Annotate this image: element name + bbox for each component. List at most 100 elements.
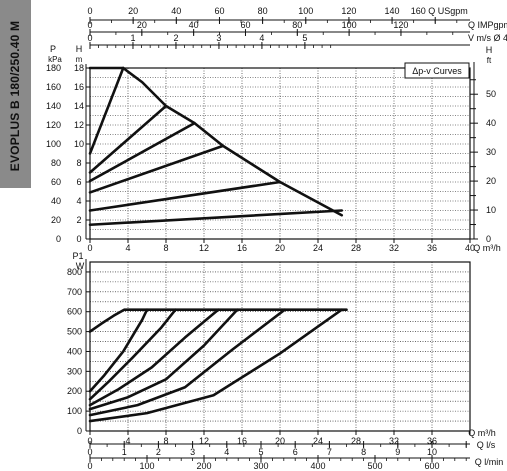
vel-tick-label: 5: [302, 33, 307, 43]
x-axis-title: Q m³/h: [473, 243, 501, 253]
x-tick-label: 16: [237, 243, 247, 253]
y-tick-label-kpa: 60: [51, 177, 61, 187]
q-m3h-tick-label: 32: [389, 436, 399, 446]
legend-box: [404, 62, 470, 79]
usgpm-tick-label: 20: [128, 6, 138, 16]
usgpm-tick-label: 60: [214, 6, 224, 16]
y-tick-label-m: 16: [74, 82, 84, 92]
q-lmin-tick-label: 200: [196, 461, 211, 471]
right-tick-label: 0: [486, 234, 491, 244]
y-tick-label-kpa: 100: [46, 139, 61, 149]
p1-tick-label: 800: [67, 267, 82, 277]
y-tick-label-kpa: 0: [56, 234, 61, 244]
p1-tick-label: 300: [67, 366, 82, 376]
y-tick-label-kpa: 120: [46, 120, 61, 130]
x-tick-label: 36: [427, 243, 437, 253]
y-tick-label-kpa: 80: [51, 158, 61, 168]
imp-axis-title: Q IMPgpm: [468, 20, 507, 30]
p1-tick-label: 400: [67, 346, 82, 356]
y-tick-label-m: 0: [76, 234, 81, 244]
x-tick-label: 32: [389, 243, 399, 253]
q-ls-tick-label: 0: [87, 447, 92, 457]
q-lmin-tick-label: 600: [424, 461, 439, 471]
power-curve: [88, 308, 220, 407]
p1-tick-label: 600: [67, 307, 82, 317]
x-tick-label: 40: [465, 243, 475, 253]
q-lmin-title: Q l/min: [475, 457, 504, 467]
vel-tick-label: 0: [87, 33, 92, 43]
y-tick-label-kpa: 20: [51, 215, 61, 225]
legend-label: Δp-v Curves: [412, 66, 462, 76]
x-tick-label: 28: [351, 243, 361, 253]
right-tick-label: 20: [486, 176, 496, 186]
y-tick-label-m: 12: [74, 120, 84, 130]
q-m3h-tick-label: 16: [237, 436, 247, 446]
usgpm-tick-label: 140: [385, 6, 400, 16]
usgpm-tick-label: 40: [171, 6, 181, 16]
y-tick-label-kpa: 40: [51, 196, 61, 206]
right-tick-label: 50: [486, 89, 496, 99]
usgpm-axis-title: 160 Q USgpm: [411, 6, 468, 16]
imp-tick-label: 100: [342, 20, 357, 30]
q-m3h-tick-label: 8: [163, 436, 168, 446]
q-lmin-tick-label: 0: [87, 461, 92, 471]
usgpm-tick-label: 0: [87, 6, 92, 16]
imp-tick-label: 40: [189, 20, 199, 30]
y-label-h: H: [76, 44, 83, 54]
imp-tick-label: 0: [87, 20, 92, 30]
p1-tick-label: 700: [67, 287, 82, 297]
q-m3h-tick-label: 4: [125, 436, 130, 446]
x-tick-label: 8: [163, 243, 168, 253]
y-tick-label-m: 4: [76, 196, 81, 206]
q-ls-title: Q l/s: [477, 440, 496, 450]
vel-tick-label: 3: [216, 33, 221, 43]
y-label-h-right: H: [486, 45, 493, 55]
p1-tick-label: 500: [67, 327, 82, 337]
y-label-kpa: kPa: [48, 55, 62, 64]
head-curve: [88, 144, 225, 194]
head-curve: [88, 209, 344, 227]
p1-label: P1: [72, 251, 83, 261]
q-m3h-tick-label: 28: [351, 436, 361, 446]
p1-unit: W: [76, 261, 85, 271]
vel-tick-label: 1: [130, 33, 135, 43]
y-tick-label-m: 18: [74, 63, 84, 73]
power-curve: [88, 308, 287, 417]
y-tick-label-m: 8: [76, 158, 81, 168]
imp-tick-label: 80: [292, 20, 302, 30]
q-m3h-tick-label: 20: [275, 436, 285, 446]
p1-tick-label: 100: [67, 406, 82, 416]
y-tick-label-kpa: 140: [46, 101, 61, 111]
q-ls-tick-label: 4: [224, 447, 229, 457]
q-lmin-tick-label: 400: [310, 461, 325, 471]
y-tick-label-m: 10: [74, 139, 84, 149]
sidebar-band: EVOPLUS B 180/250.40 M: [0, 0, 31, 188]
q-ls-tick-label: 6: [293, 447, 298, 457]
head-curve: [88, 121, 196, 183]
q-ls-tick-label: 5: [258, 447, 263, 457]
q-ls-tick-label: 1: [122, 447, 127, 457]
y-label-ft: ft: [487, 56, 492, 65]
x-tick-label: 12: [199, 243, 209, 253]
q-m3h-tick-label: 24: [313, 436, 323, 446]
p1-tick-label: 0: [77, 426, 82, 436]
usgpm-tick-label: 120: [341, 6, 356, 16]
q-m3h-tick-label: 12: [199, 436, 209, 446]
vel-axis-title: V m/s Ø 40: [468, 33, 507, 43]
usgpm-tick-label: 80: [258, 6, 268, 16]
usgpm-tick-label: 100: [298, 6, 313, 16]
power-curve: [88, 308, 344, 423]
head-curve: [88, 66, 125, 155]
q-ls-tick-label: 9: [395, 447, 400, 457]
head-curve: [88, 180, 282, 212]
q-ls-tick-label: 7: [327, 447, 332, 457]
right-tick-label: 10: [486, 205, 496, 215]
q-lmin-tick-label: 100: [139, 461, 154, 471]
y-label-p: P: [50, 44, 56, 54]
y-tick-label-m: 6: [76, 177, 81, 187]
imp-tick-label: 20: [137, 20, 147, 30]
p1-tick-label: 200: [67, 386, 82, 396]
q-ls-tick-label: 10: [427, 447, 437, 457]
y-tick-label-kpa: 160: [46, 82, 61, 92]
